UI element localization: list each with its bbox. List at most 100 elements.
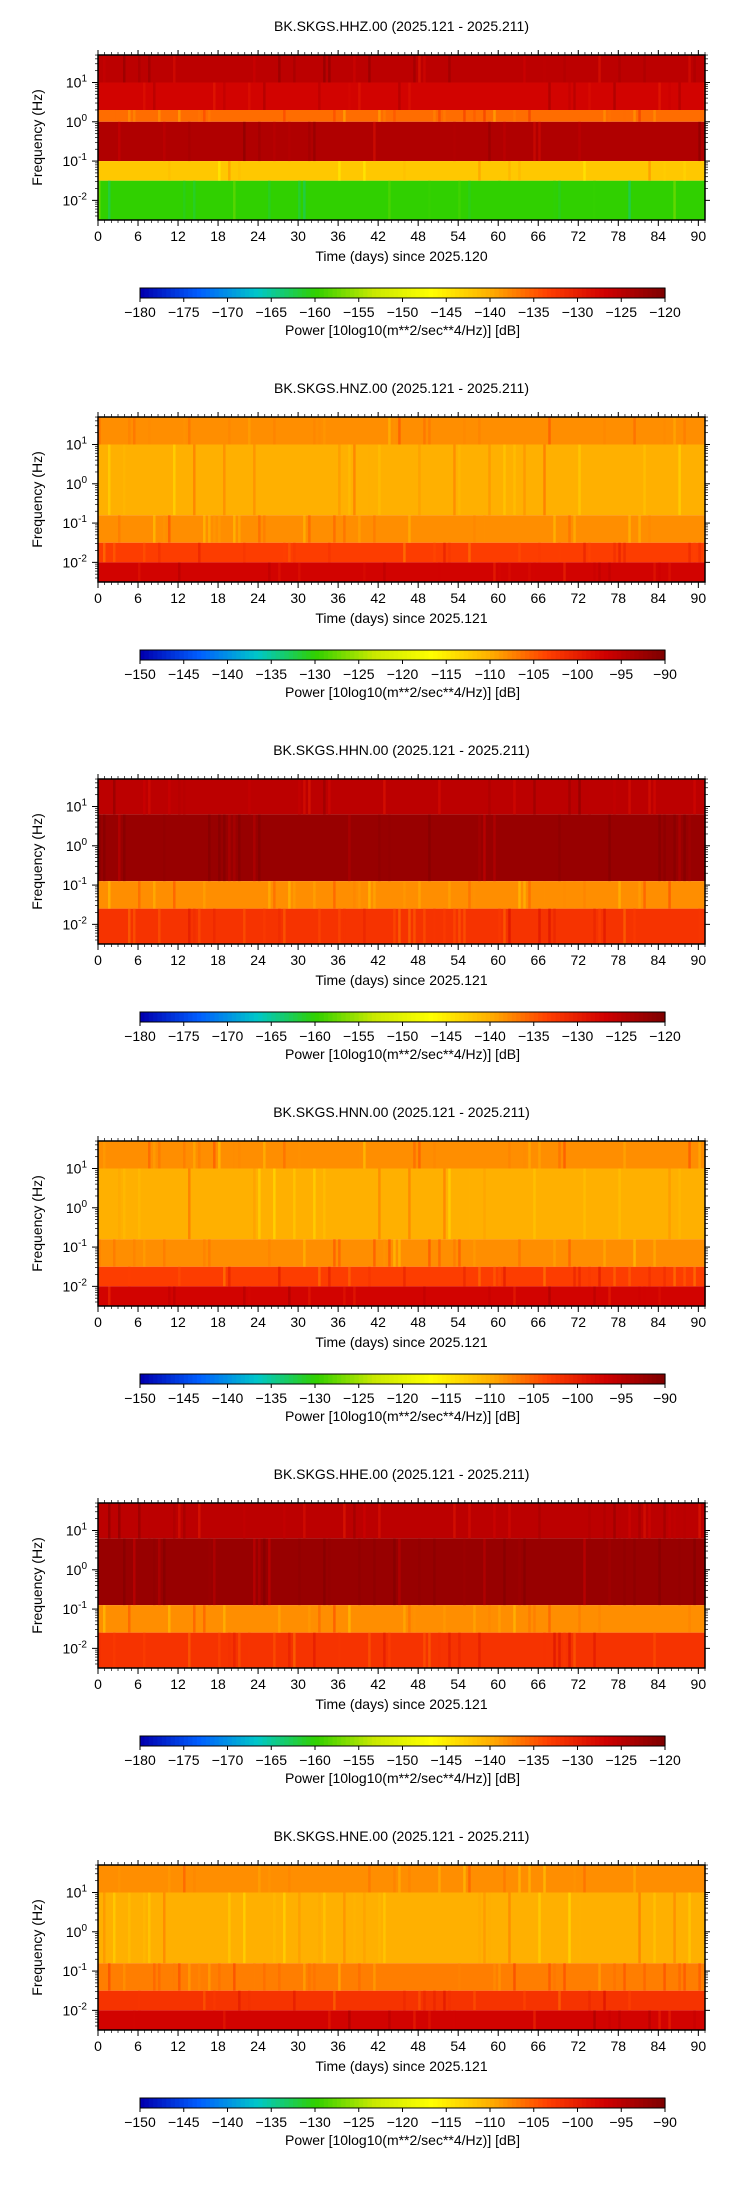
colorbar-swatch: [656, 288, 662, 298]
colorbar-swatch: [389, 2098, 395, 2108]
heatmap-streak: [508, 1503, 511, 1539]
colorbar-swatch: [542, 650, 548, 660]
heatmap-streak: [98, 180, 101, 220]
heatmap-streak: [233, 1632, 236, 1668]
heatmap-streak: [318, 82, 321, 110]
heatmap: [98, 55, 706, 220]
colorbar-swatch: [363, 1736, 369, 1746]
y-axis-label: Frequency (Hz): [29, 813, 45, 909]
heatmap-streak: [643, 1503, 646, 1539]
colorbar-swatch: [371, 1012, 377, 1022]
colorbar-swatch: [538, 1736, 544, 1746]
colorbar-tick-label: −160: [299, 1752, 331, 1768]
colorbar-swatch: [595, 650, 600, 660]
colorbar-swatch: [288, 1374, 294, 1384]
heatmap-streak: [193, 1865, 196, 1893]
heatmap-streak: [428, 1632, 431, 1668]
colorbar-swatch: [406, 650, 412, 660]
colorbar-swatch: [660, 650, 666, 660]
colorbar-tick-label: −130: [299, 2114, 331, 2130]
colorbar-swatch: [494, 650, 500, 660]
colorbar-tick-label: −110: [475, 666, 506, 682]
colorbar-tick-label: −180: [124, 1752, 156, 1768]
colorbar-swatch: [336, 2098, 342, 2108]
heatmap-streak: [413, 1141, 416, 1169]
heatmap-streak: [588, 1990, 591, 2011]
colorbar-swatch: [599, 650, 605, 660]
heatmap-streak: [188, 1632, 191, 1668]
heatmap-streak: [328, 542, 331, 563]
colorbar-swatch: [577, 2098, 583, 2108]
colorbar-swatch: [551, 1012, 557, 1022]
heatmap-streak: [543, 1266, 546, 1287]
colorbar-swatch: [538, 2098, 544, 2108]
heatmap-streak: [663, 814, 666, 882]
heatmap-streak: [213, 908, 216, 944]
colorbar-swatch: [564, 1374, 570, 1384]
colorbar-swatch: [538, 1374, 544, 1384]
heatmap-streak: [458, 1632, 461, 1668]
heatmap-streak: [433, 1538, 436, 1606]
colorbar-swatch: [148, 288, 154, 298]
heatmap-streak: [573, 515, 576, 543]
heatmap-streak: [188, 908, 191, 944]
colorbar-tick-label: −140: [212, 1390, 244, 1406]
colorbar-swatch: [525, 2098, 530, 2108]
colorbar-swatch: [555, 1012, 561, 1022]
colorbar-tick-label: −145: [430, 1028, 462, 1044]
heatmap-streak: [193, 1141, 196, 1169]
colorbar-swatch: [266, 1374, 272, 1384]
heatmap-streak: [608, 1538, 611, 1606]
heatmap-streak: [363, 1503, 366, 1539]
heatmap-streak: [548, 1286, 551, 1306]
colorbar-swatch: [328, 2098, 334, 2108]
colorbar-swatch: [525, 650, 530, 660]
heatmap-streak: [328, 55, 331, 83]
colorbar-swatch: [472, 288, 478, 298]
x-tick-label: 30: [290, 952, 306, 968]
colorbar-swatch: [538, 650, 544, 660]
heatmap-streak: [593, 908, 596, 944]
heatmap-streak: [368, 55, 371, 83]
heatmap-streak: [438, 1239, 441, 1267]
heatmap-streak: [613, 1266, 616, 1287]
x-tick-label: 12: [170, 952, 186, 968]
colorbar-swatch: [398, 2098, 404, 2108]
colorbar-swatch: [450, 650, 456, 660]
y-axis-label: Frequency (Hz): [29, 1899, 45, 1995]
colorbar-tick-label: −140: [474, 304, 506, 320]
heatmap-streak: [298, 1892, 301, 1964]
colorbar-swatch: [350, 1736, 355, 1746]
colorbar-swatch: [315, 650, 320, 660]
colorbar-swatch: [612, 1012, 618, 1022]
heatmap-streak: [558, 1632, 561, 1668]
x-tick-label: 66: [530, 1676, 546, 1692]
colorbar-swatch: [630, 1736, 635, 1746]
x-tick-label: 30: [290, 1676, 306, 1692]
y-tick-label: 100: [66, 1199, 88, 1216]
colorbar-swatch: [315, 2098, 320, 2108]
heatmap-streak: [693, 55, 696, 83]
colorbar-swatch: [459, 1374, 465, 1384]
heatmap-streak: [408, 908, 411, 944]
x-tick-label: 84: [651, 1314, 667, 1330]
colorbar-label: Power [10log10(m**2/sec**4/Hz)] [dB]: [285, 1408, 520, 1424]
colorbar-swatch: [310, 1012, 316, 1022]
colorbar-swatch: [621, 650, 627, 660]
colorbar-swatch: [297, 1012, 303, 1022]
colorbar-swatch: [161, 288, 167, 298]
heatmap-streak: [178, 110, 181, 122]
heatmap-streak: [468, 1168, 471, 1240]
colorbar-swatch: [463, 1012, 469, 1022]
colorbar-swatch: [371, 1374, 377, 1384]
heatmap-streak: [128, 1266, 131, 1287]
heatmap-streak: [333, 1990, 336, 2011]
heatmap-streak: [308, 515, 311, 543]
heatmap-streak: [448, 542, 451, 563]
colorbar-swatch: [280, 1012, 285, 1022]
y-tick-label: 10-1: [63, 1238, 88, 1255]
colorbar-swatch: [157, 288, 163, 298]
colorbar-swatch: [455, 2098, 460, 2108]
colorbar-swatch: [367, 1736, 373, 1746]
heatmap-streak: [458, 1963, 461, 1991]
